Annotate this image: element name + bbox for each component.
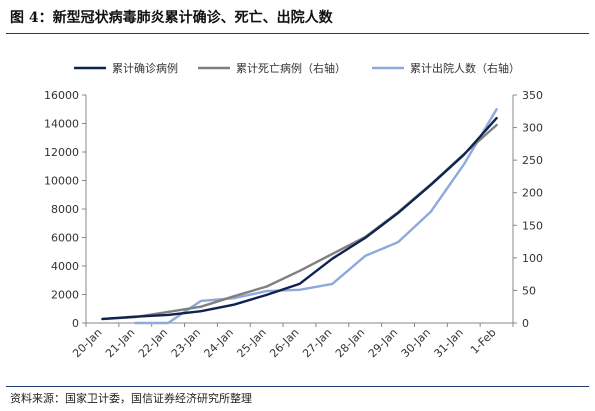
y-right-tick-label: 100 bbox=[522, 252, 543, 265]
y-right-tick-label: 300 bbox=[522, 122, 543, 135]
series-line-0 bbox=[101, 116, 498, 321]
y-left-tick-label: 0 bbox=[72, 317, 79, 330]
y-right-tick-label: 200 bbox=[522, 187, 543, 200]
y-left-tick-label: 12000 bbox=[44, 146, 79, 159]
x-tick-label: 20-Jan bbox=[70, 326, 104, 360]
x-tick-label: 23-Jan bbox=[169, 326, 203, 360]
x-tick-label: 1-Feb bbox=[468, 326, 499, 357]
y-right-tick-label: 250 bbox=[522, 154, 543, 167]
y-right-tick-label: 0 bbox=[522, 317, 529, 330]
title-divider bbox=[6, 33, 589, 34]
y-left-tick-label: 10000 bbox=[44, 175, 79, 188]
x-tick-label: 21-Jan bbox=[103, 326, 137, 360]
y-left-tick-label: 4000 bbox=[51, 260, 79, 273]
source-note: 资料来源：国家卫计委，国信证券经济研究所整理 bbox=[10, 392, 252, 405]
x-tick-label: 24-Jan bbox=[202, 326, 236, 360]
y-left-tick-label: 16000 bbox=[44, 89, 79, 102]
y-right-tick-label: 350 bbox=[522, 89, 543, 102]
figure-title: 图 4：新型冠状病毒肺炎累计确诊、死亡、出院人数 bbox=[10, 10, 333, 26]
y-left-tick-label: 6000 bbox=[51, 232, 79, 245]
y-left-tick-label: 2000 bbox=[51, 289, 79, 302]
y-right-tick-label: 50 bbox=[522, 284, 536, 297]
x-tick-label: 28-Jan bbox=[333, 326, 367, 360]
x-tick-label: 22-Jan bbox=[136, 326, 170, 360]
legend-label-0: 累计确诊病例 bbox=[112, 61, 178, 75]
y-left-tick-label: 14000 bbox=[44, 118, 79, 131]
footer-divider bbox=[6, 386, 589, 387]
x-tick-label: 30-Jan bbox=[399, 326, 433, 360]
series-line-2 bbox=[134, 108, 498, 325]
x-tick-label: 25-Jan bbox=[234, 326, 268, 360]
figure-header: 图 4：新型冠状病毒肺炎累计确诊、死亡、出院人数 bbox=[6, 5, 589, 34]
x-tick-label: 27-Jan bbox=[300, 326, 334, 360]
y-left-tick-label: 8000 bbox=[51, 203, 79, 216]
x-tick-label: 29-Jan bbox=[366, 326, 400, 360]
legend-label-2: 累计出院人数（右轴） bbox=[410, 61, 520, 75]
y-right-tick-label: 150 bbox=[522, 219, 543, 232]
x-tick-label: 26-Jan bbox=[267, 326, 301, 360]
legend-label-1: 累计死亡病例（右轴） bbox=[236, 61, 346, 75]
x-tick-label: 31-Jan bbox=[432, 326, 466, 360]
